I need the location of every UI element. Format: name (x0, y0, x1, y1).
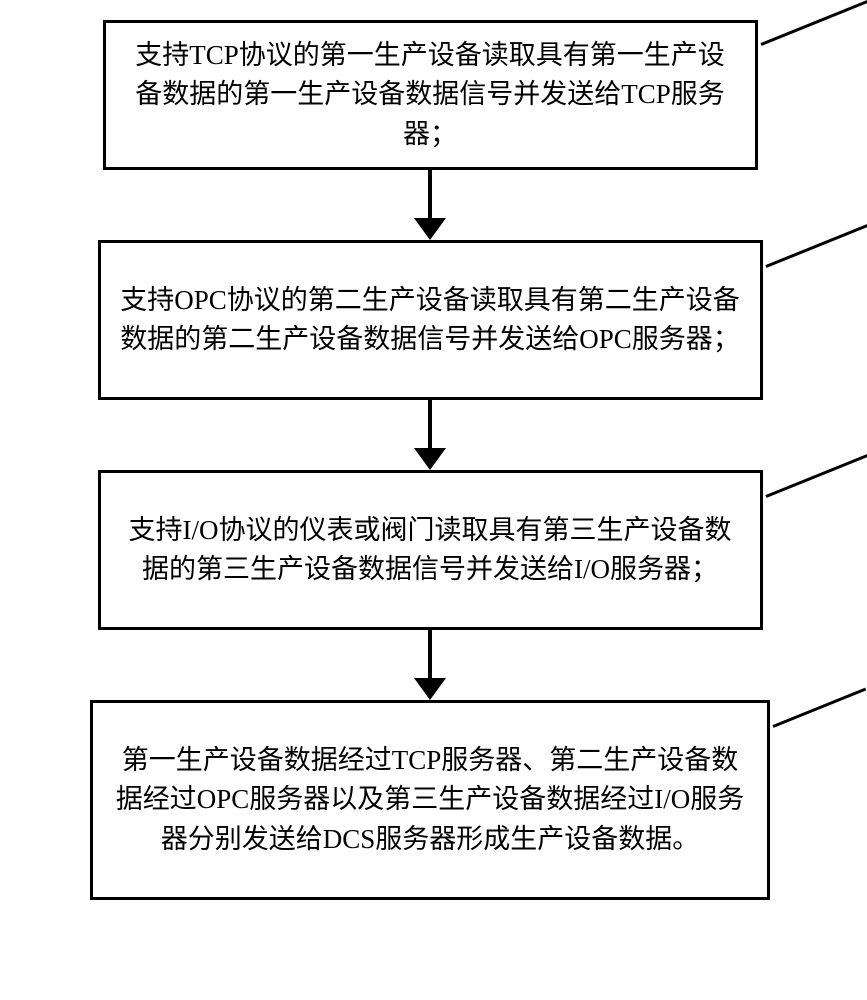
arrow-2-shaft (428, 400, 432, 448)
label-line-1 (760, 0, 867, 46)
arrow-1-shaft (428, 170, 432, 218)
flow-box-3: 支持I/O协议的仪表或阀门读取具有第三生产设备数据的第三生产设备数据信号并发送给… (98, 470, 763, 630)
arrow-2 (414, 400, 446, 470)
flow-box-4: 第一生产设备数据经过TCP服务器、第二生产设备数据经过OPC服务器以及第三生产设… (90, 700, 770, 900)
label-line-2 (765, 224, 867, 268)
flow-box-1: 支持TCP协议的第一生产设备读取具有第一生产设备数据的第一生产设备数据信号并发送… (103, 20, 758, 170)
flow-box-2-text: 支持OPC协议的第二生产设备读取具有第二生产设备数据的第二生产设备数据信号并发送… (101, 273, 760, 367)
label-line-4 (772, 688, 866, 728)
arrow-3 (414, 630, 446, 700)
arrow-1-head (414, 218, 446, 240)
arrow-1 (414, 170, 446, 240)
flow-box-4-text: 第一生产设备数据经过TCP服务器、第二生产设备数据经过OPC服务器以及第三生产设… (93, 733, 767, 866)
flowchart-container: 支持TCP协议的第一生产设备读取具有第一生产设备数据的第一生产设备数据信号并发送… (40, 20, 820, 900)
arrow-3-shaft (428, 630, 432, 678)
arrow-3-head (414, 678, 446, 700)
flow-box-3-text: 支持I/O协议的仪表或阀门读取具有第三生产设备数据的第三生产设备数据信号并发送给… (101, 503, 760, 597)
flow-box-1-text: 支持TCP协议的第一生产设备读取具有第一生产设备数据的第一生产设备数据信号并发送… (106, 28, 755, 161)
arrow-2-head (414, 448, 446, 470)
flow-box-2: 支持OPC协议的第二生产设备读取具有第二生产设备数据的第二生产设备数据信号并发送… (98, 240, 763, 400)
label-line-3 (765, 454, 867, 498)
